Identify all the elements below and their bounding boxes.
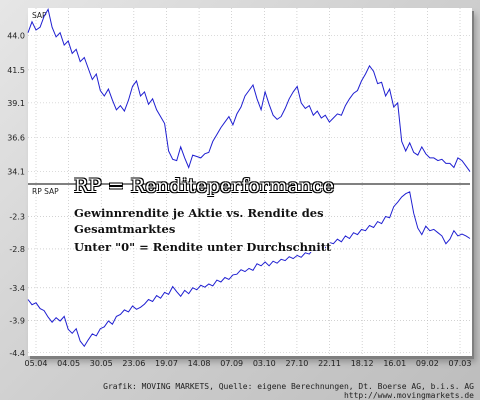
x-tick-label: 23.06 — [122, 359, 145, 368]
x-tick-label: 09.02 — [416, 359, 439, 368]
x-tick-label: 22.11 — [318, 359, 341, 368]
x-axis-ticks: 05.04 04.05 30.05 23.06 19.07 14.08 07.09 03.10… — [25, 359, 472, 368]
y-tick-label: -4.4 — [9, 349, 25, 358]
y-tick-label: -3.9 — [9, 316, 25, 325]
y-tick-label: 34.1 — [7, 168, 25, 177]
x-tick-label: 16.01 — [383, 359, 406, 368]
plot-area — [28, 8, 472, 356]
overlay-line-3: Unter "0" = Rendite unter Durchschnitt — [74, 240, 332, 254]
x-tick-label: 05.04 — [25, 359, 48, 368]
overlay-line-2: Gesamtmarktes — [74, 222, 176, 236]
y-tick-label: -2.3 — [9, 212, 25, 221]
sap-price-chart: 44.0 41.5 39.1 36.6 34.1 SAP — [7, 8, 471, 177]
x-tick-label: 07.03 — [449, 359, 472, 368]
y-tick-label: 44.0 — [7, 32, 25, 41]
overlay-title: RP = Renditeperformance — [74, 175, 335, 197]
x-tick-label: 04.05 — [57, 359, 80, 368]
y-tick-label: -3.4 — [9, 284, 25, 293]
x-tick-label: 18.12 — [351, 359, 374, 368]
x-tick-label: 03.10 — [253, 359, 276, 368]
rp-sap-series-label: RP SAP — [32, 187, 59, 196]
sap-series-line — [27, 8, 471, 172]
x-tick-label: 14.08 — [188, 359, 211, 368]
grid-layer — [28, 8, 470, 356]
y-tick-label: 41.5 — [7, 66, 25, 75]
y-tick-label: 36.6 — [7, 133, 25, 142]
rp-sap-chart: -2.3 -2.8 -3.4 -3.9 -4.4 RP SAP — [9, 187, 471, 358]
y-tick-label: -2.8 — [9, 245, 25, 254]
footer-credit: Grafik: MOVING MARKETS, Quelle: eigene B… — [103, 382, 474, 391]
x-tick-label: 27.10 — [285, 359, 308, 368]
y-tick-label: 39.1 — [7, 99, 25, 108]
footer-url: http://www.movingmarkets.de — [343, 391, 474, 400]
x-tick-label: 19.07 — [155, 359, 178, 368]
overlay-line-1: Gewinnrendite je Aktie vs. Rendite des — [74, 206, 324, 220]
x-tick-label: 07.09 — [220, 359, 243, 368]
rp-sap-series-line — [27, 191, 471, 348]
sap-series-label: SAP — [32, 11, 47, 20]
x-tick-label: 30.05 — [90, 359, 113, 368]
